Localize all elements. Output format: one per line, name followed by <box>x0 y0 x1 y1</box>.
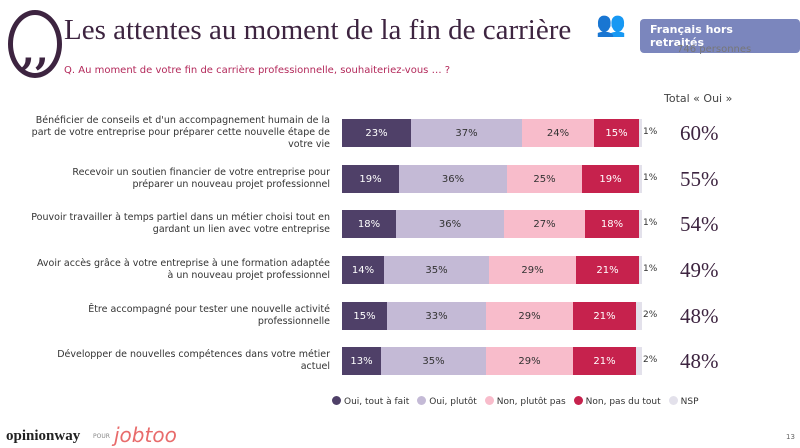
nsp-label: 2% <box>643 310 658 320</box>
legend-label: Non, pas du tout <box>585 397 661 407</box>
legend-label: Oui, tout à fait <box>344 397 410 407</box>
bar-segment: 15% <box>342 302 387 330</box>
bar-segment-nsp <box>636 302 642 330</box>
chart-row: Avoir accès grâce à votre entreprise à u… <box>0 256 800 284</box>
opinionway-logo: opinionway <box>6 428 81 444</box>
bar-segment: 25% <box>507 165 582 193</box>
chart-row: Recevoir un soutien financier de votre e… <box>0 165 800 193</box>
chart-row: Développer de nouvelles compétences dans… <box>0 347 800 375</box>
chart-row: Bénéficier de conseils et d'un accompagn… <box>0 115 800 150</box>
legend-item: NSP <box>668 396 699 407</box>
nsp-label: 1% <box>643 173 658 183</box>
legend-item: Oui, tout à fait <box>332 396 409 407</box>
bar-segment: 15% <box>594 119 639 147</box>
category-label: Être accompagné pour tester une nouvelle… <box>88 304 330 327</box>
bar-segment-nsp <box>639 165 642 193</box>
quote-logo-icon: ,, <box>8 10 62 78</box>
bar-segment-nsp <box>636 347 642 375</box>
bar-segment: 35% <box>384 256 489 284</box>
nsp-label: 1% <box>643 264 658 274</box>
legend-label: NSP <box>680 397 699 407</box>
page-number: 13 <box>786 433 795 441</box>
pour-text: POUR <box>93 433 110 440</box>
category-label: Développer de nouvelles compétences dans… <box>57 349 330 372</box>
legend-dot-icon <box>573 396 583 405</box>
legend-dot-icon <box>417 396 427 405</box>
bar-segment: 13% <box>342 347 381 375</box>
bar-segment: 21% <box>573 347 636 375</box>
bar-segment-nsp <box>639 210 642 238</box>
total-yes-value: 48% <box>680 349 719 373</box>
bar-segment: 14% <box>342 256 384 284</box>
people-icon: 👥 <box>596 10 626 38</box>
total-yes-value: 55% <box>680 167 719 191</box>
bar-segment-nsp <box>639 119 642 147</box>
legend-label: Oui, plutôt <box>429 397 477 407</box>
legend-dot-icon <box>332 396 341 405</box>
legend: Oui, tout à fait Oui, plutôt Non, plutôt p… <box>332 396 699 407</box>
total-yes-value: 60% <box>680 121 719 145</box>
chart-row: Être accompagné pour tester une nouvelle… <box>0 302 800 330</box>
legend-item: Non, pas du tout <box>573 396 661 407</box>
legend-label: Non, plutôt pas <box>496 397 566 407</box>
bar-segment: 33% <box>387 302 486 330</box>
bar-segment: 18% <box>342 210 396 238</box>
category-label: Pouvoir travailler à temps partiel dans … <box>31 212 330 235</box>
bar-segment: 36% <box>396 210 504 238</box>
legend-item: Oui, plutôt <box>417 396 477 407</box>
chart-row: Pouvoir travailler à temps partiel dans … <box>0 210 800 238</box>
sample-count: 746 personnes <box>677 44 752 55</box>
bar-segment: 21% <box>576 256 639 284</box>
bar-segment: 29% <box>489 256 576 284</box>
bar-segment: 21% <box>573 302 636 330</box>
bar-segment: 23% <box>342 119 411 147</box>
nsp-label: 1% <box>643 218 658 228</box>
category-label: Bénéficier de conseils et d'un accompagn… <box>31 115 330 150</box>
total-header: Total « Oui » <box>664 92 733 105</box>
bar-segment: 19% <box>582 165 639 193</box>
total-yes-value: 48% <box>680 304 719 328</box>
bar-segment: 35% <box>381 347 486 375</box>
bar-segment-nsp <box>639 256 642 284</box>
bar-segment: 36% <box>399 165 507 193</box>
bar-segment: 27% <box>504 210 585 238</box>
legend-dot-icon <box>668 396 678 405</box>
bar-segment: 19% <box>342 165 399 193</box>
bar-segment: 29% <box>486 347 573 375</box>
bar-segment: 24% <box>522 119 594 147</box>
jobtoo-logo: jobtoo <box>114 423 177 447</box>
legend-dot-icon <box>484 396 494 405</box>
category-label: Recevoir un soutien financier de votre e… <box>72 167 330 190</box>
nsp-label: 2% <box>643 355 658 365</box>
question-text: Q. Au moment de votre fin de carrière pr… <box>64 65 451 76</box>
nsp-label: 1% <box>643 127 658 137</box>
bar-segment: 37% <box>411 119 522 147</box>
legend-item: Non, plutôt pas <box>484 396 566 407</box>
sample-badge: Français hors retraités <box>640 19 800 53</box>
page-title: Les attentes au moment de la fin de carr… <box>64 14 572 46</box>
bar-segment: 29% <box>486 302 573 330</box>
bar-segment: 18% <box>585 210 639 238</box>
category-label: Avoir accès grâce à votre entreprise à u… <box>36 258 330 281</box>
total-yes-value: 54% <box>680 212 719 236</box>
total-yes-value: 49% <box>680 258 719 282</box>
